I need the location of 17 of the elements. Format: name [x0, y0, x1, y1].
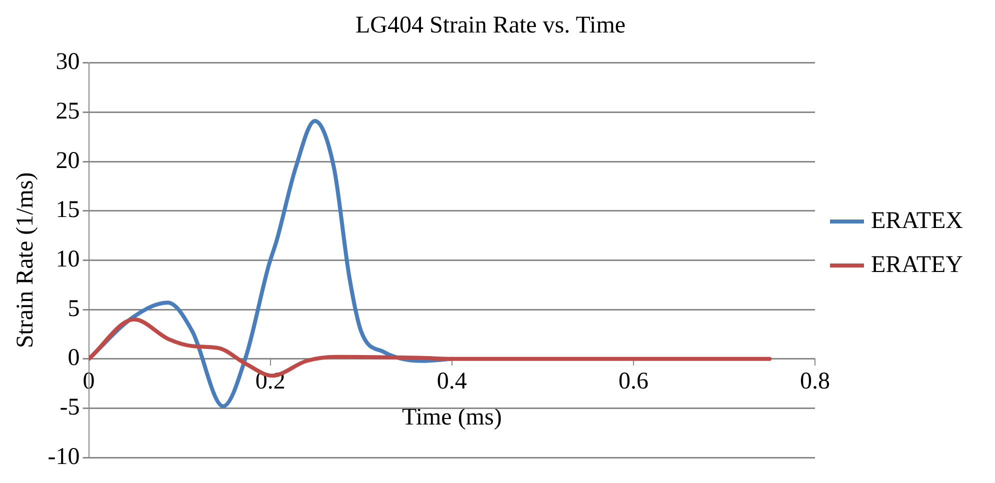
chart-title: LG404 Strain Rate vs. Time	[355, 12, 626, 39]
y-tick-label: -10	[48, 444, 80, 470]
y-axis-title: Strain Rate (1/ms)	[12, 172, 39, 348]
y-tick-label: 0	[68, 345, 80, 372]
x-axis-title: Time (ms)	[402, 404, 502, 430]
legend-label: ERATEX	[871, 208, 964, 234]
y-tick-label: 15	[56, 197, 80, 224]
y-tick-label: -5	[60, 394, 80, 421]
y-tick-label: 25	[56, 98, 80, 124]
y-tick-label: 30	[56, 49, 80, 76]
legend-label: ERATEY	[871, 252, 964, 278]
y-tick-label: 10	[56, 246, 80, 272]
x-tick-label: 0.8	[800, 368, 830, 395]
x-tick-label: 0.4	[436, 368, 467, 395]
y-tick-label: 20	[56, 148, 80, 174]
y-tick-label: 5	[68, 296, 80, 322]
x-tick-label: 0.6	[618, 368, 648, 395]
